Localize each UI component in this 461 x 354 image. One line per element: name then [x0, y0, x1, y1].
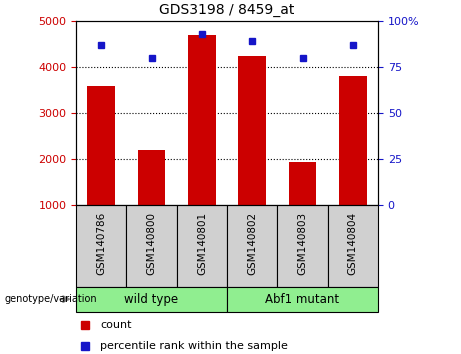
Bar	[278, 205, 328, 287]
Bar	[138, 150, 165, 205]
Bar	[76, 205, 126, 287]
Bar	[76, 287, 227, 312]
Text: GSM140801: GSM140801	[197, 212, 207, 275]
Text: genotype/variation: genotype/variation	[5, 294, 97, 304]
Text: percentile rank within the sample: percentile rank within the sample	[100, 341, 288, 350]
Bar	[177, 205, 227, 287]
Bar	[126, 205, 177, 287]
Bar	[238, 56, 266, 205]
Text: GSM140802: GSM140802	[247, 212, 257, 275]
Text: GSM140800: GSM140800	[147, 212, 157, 275]
Bar	[339, 76, 366, 205]
Text: GSM140786: GSM140786	[96, 212, 106, 275]
Title: GDS3198 / 8459_at: GDS3198 / 8459_at	[160, 4, 295, 17]
Text: count: count	[100, 320, 132, 330]
Bar	[289, 161, 316, 205]
Bar	[88, 86, 115, 205]
Bar	[188, 35, 216, 205]
Text: Abf1 mutant: Abf1 mutant	[266, 293, 340, 306]
Bar	[227, 287, 378, 312]
Bar	[328, 205, 378, 287]
Bar	[227, 205, 278, 287]
Text: wild type: wild type	[124, 293, 178, 306]
Text: GSM140804: GSM140804	[348, 212, 358, 275]
Text: GSM140803: GSM140803	[297, 212, 307, 275]
